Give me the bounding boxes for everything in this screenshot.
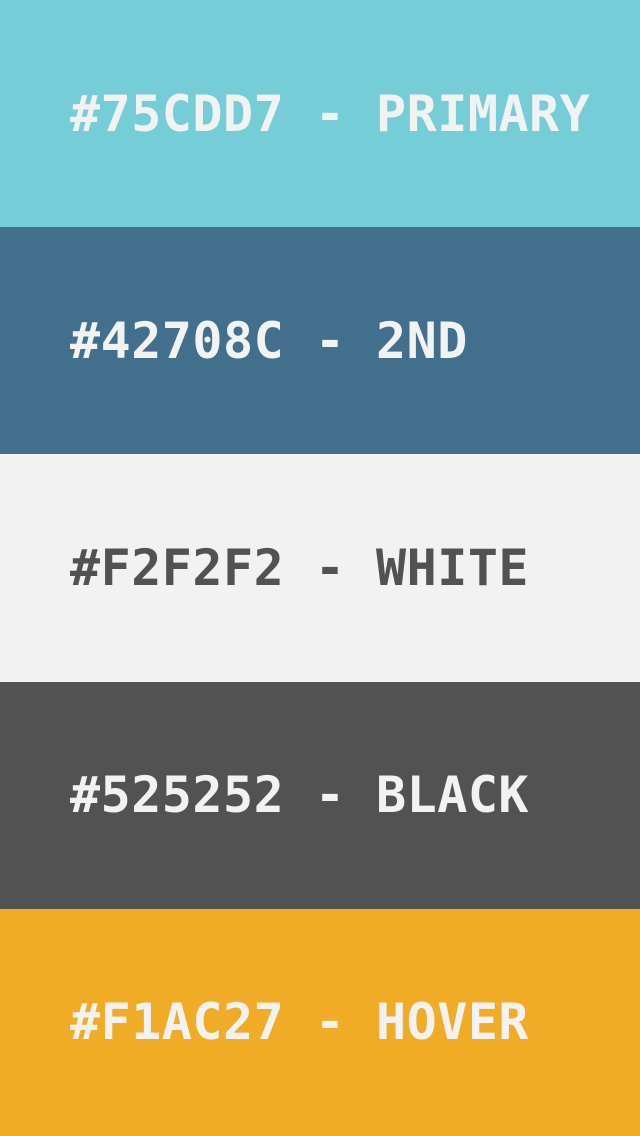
- swatch-primary: #75CDD7 - PRIMARY: [0, 0, 640, 228]
- swatch-label: #75CDD7 - PRIMARY: [70, 84, 591, 143]
- swatch-label: #F1AC27 - HOVER: [70, 993, 530, 1052]
- swatch-label: #525252 - BLACK: [70, 766, 530, 825]
- swatch-label: #42708C - 2ND: [70, 311, 468, 370]
- swatch-hover: #F1AC27 - HOVER: [0, 908, 640, 1136]
- swatch-black: #525252 - BLACK: [0, 681, 640, 909]
- swatch-white: #F2F2F2 - WHITE: [0, 454, 640, 682]
- swatch-label: #F2F2F2 - WHITE: [70, 538, 530, 597]
- swatch-2nd: #42708C - 2ND: [0, 227, 640, 455]
